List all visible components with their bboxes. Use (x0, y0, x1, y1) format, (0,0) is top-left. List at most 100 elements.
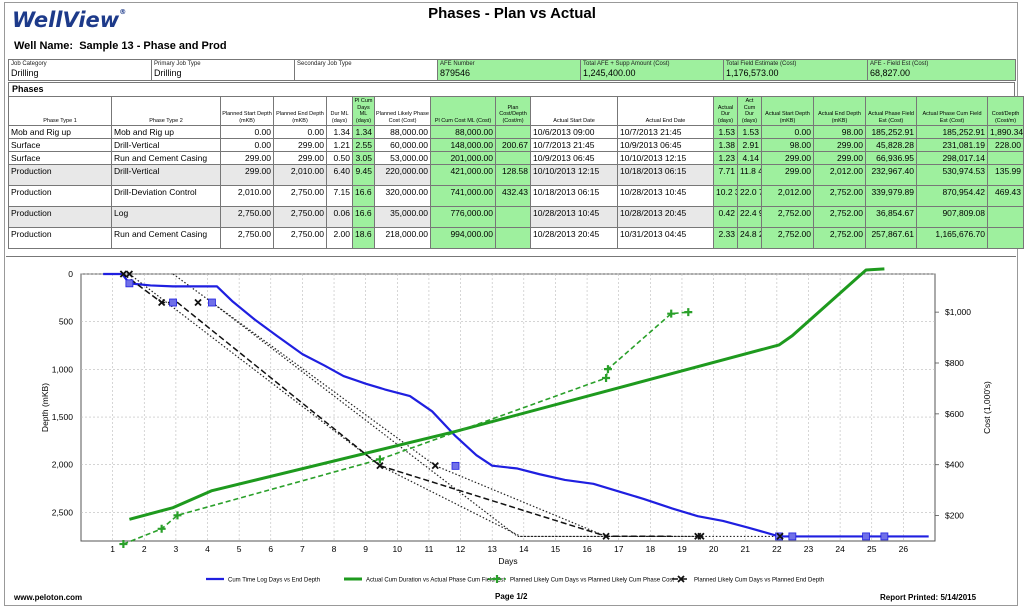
table-cell: 231,081.19 (916, 138, 988, 152)
table-cell: Surface (8, 138, 112, 152)
x-tick-label: 14 (519, 544, 529, 554)
table-cell: 10/7/2013 21:45 (530, 138, 618, 152)
table-cell: 2,752.00 (813, 206, 866, 228)
x-tick-label: 20 (709, 544, 719, 554)
table-cell: Log (111, 206, 221, 228)
table-cell: 220,000.00 (374, 164, 431, 186)
table-cell: Surface (8, 151, 112, 165)
well-name-label: Well Name: (14, 40, 74, 52)
table-cell: Mob and Rig up (8, 125, 112, 139)
table-cell: 2,750.00 (273, 206, 327, 228)
column-header: Actual Phase Field Est (Cost) (865, 96, 917, 126)
x-tick-label: 15 (551, 544, 561, 554)
job-info-value: 68,827.00 (870, 68, 911, 78)
table-cell: 16.6 0 (352, 185, 375, 207)
table-cell: Run and Cement Casing (111, 151, 221, 165)
data-point-green_dash (375, 455, 384, 464)
table-cell: 10/6/2013 09:00 (530, 125, 618, 139)
table-cell: 135.99 (987, 164, 1024, 186)
data-point-black (119, 270, 128, 278)
data-point-blue (125, 279, 134, 288)
column-header: Pl Cum Days ML (days) (352, 96, 375, 126)
table-cell: 299.00 (273, 151, 327, 165)
table-cell: 98.00 (761, 138, 814, 152)
x-tick-label: 26 (899, 544, 909, 554)
data-point-black (158, 298, 166, 307)
data-point-black (776, 532, 784, 540)
legend-marker (677, 575, 685, 583)
job-info-label: AFE Number (440, 61, 475, 67)
table-cell: 1.23 (713, 151, 738, 165)
table-cell: 299.00 (273, 138, 327, 152)
table-cell: 148,000.00 (430, 138, 496, 152)
footer-url[interactable]: www.peloton.com (14, 593, 83, 602)
table-cell: 0.00 (273, 125, 327, 139)
table-cell (987, 227, 1024, 249)
table-cell (495, 227, 531, 249)
table-cell: 298,017.14 (916, 151, 988, 165)
table-cell: Drill-Vertical (111, 164, 221, 186)
phase-row: Mob and Rig up Mob and Rig up 0.00 0.00 1.34… (8, 125, 1024, 139)
table-cell: 0.50 (326, 151, 353, 165)
job-info-label: Job Category (11, 61, 47, 67)
x-tick-label: 13 (487, 544, 497, 554)
wellview-logo: WellView® (12, 8, 126, 32)
table-cell: Production (8, 185, 112, 207)
table-cell: 4.14 (737, 151, 762, 165)
x-tick-label: 19 (677, 544, 687, 554)
table-cell: 0.00 (220, 125, 274, 139)
table-cell: 2,752.00 (813, 185, 866, 207)
y-tick-label: 1,000 (52, 364, 74, 374)
column-header: Pl Cum Cost ML (Cost) (430, 96, 496, 126)
table-cell: Production (8, 227, 112, 249)
data-point-green_dash (602, 374, 611, 383)
data-point-blue (169, 298, 177, 307)
data-point-black (697, 532, 705, 540)
plot-area (80, 273, 936, 542)
table-cell (495, 125, 531, 139)
table-cell: 35,000.00 (374, 206, 431, 228)
table-cell: 128.58 (495, 164, 531, 186)
dotted-connector-line (172, 273, 781, 538)
well-name: Well Name: Sample 13 - Phase and Prod (14, 40, 227, 52)
x-tick-label: 7 (300, 544, 305, 554)
table-cell: 299.00 (220, 164, 274, 186)
table-cell (495, 206, 531, 228)
table-cell: 10/28/2013 10:45 (530, 206, 618, 228)
report-title: Phases - Plan vs Actual (428, 5, 596, 22)
table-cell: 10/9/2013 06:45 (530, 151, 618, 165)
phase-row: Surface Drill-Vertical 0.00 299.00 1.21 2.55 6… (8, 138, 1024, 152)
column-header: Cost/Depth (Cost/m) (987, 96, 1024, 126)
column-header: Actual Phase Cum Field Est (Cost) (916, 96, 988, 126)
table-cell: 228.00 (987, 138, 1024, 152)
dotted-connector-line (129, 273, 698, 538)
table-cell: 2,750.00 (273, 227, 327, 249)
x-tick-label: 9 (363, 544, 368, 554)
column-header: Actual End Date (617, 96, 714, 126)
table-cell: 2,010.00 (273, 164, 327, 186)
data-point-black (194, 298, 202, 307)
footer-page: Page 1/2 (495, 592, 528, 601)
table-cell: 22.4 9 (737, 206, 762, 228)
table-cell: Drill-Deviation Control (111, 185, 221, 207)
column-header: Dur ML (days) (326, 96, 353, 126)
table-cell: 10/10/2013 12:15 (617, 151, 714, 165)
job-info-cell: Primary Job Type Drilling (151, 59, 295, 81)
table-cell: 53,000.00 (374, 151, 431, 165)
table-cell: 2,752.00 (761, 227, 814, 249)
table-cell: 200.67 (495, 138, 531, 152)
x-tick-label: 23 (804, 544, 814, 554)
table-cell: 530,974.53 (916, 164, 988, 186)
table-cell: 22.0 7 (737, 185, 762, 207)
phase-row: Production Run and Cement Casing 2,750.00 2… (8, 227, 1024, 249)
table-cell: 432.43 (495, 185, 531, 207)
table-cell: 2,012.00 (761, 185, 814, 207)
table-cell: 16.6 6 (352, 206, 375, 228)
job-info-cell: Job Category Drilling (8, 59, 152, 81)
y-tick-label: 2,500 (52, 507, 74, 517)
job-info-label: Secondary Job Type (297, 61, 352, 67)
x-tick-label: 22 (772, 544, 782, 554)
column-header: Actual Dur (days) (713, 96, 738, 126)
data-point-black (125, 270, 134, 278)
table-cell: 10/31/2013 04:45 (617, 227, 714, 249)
